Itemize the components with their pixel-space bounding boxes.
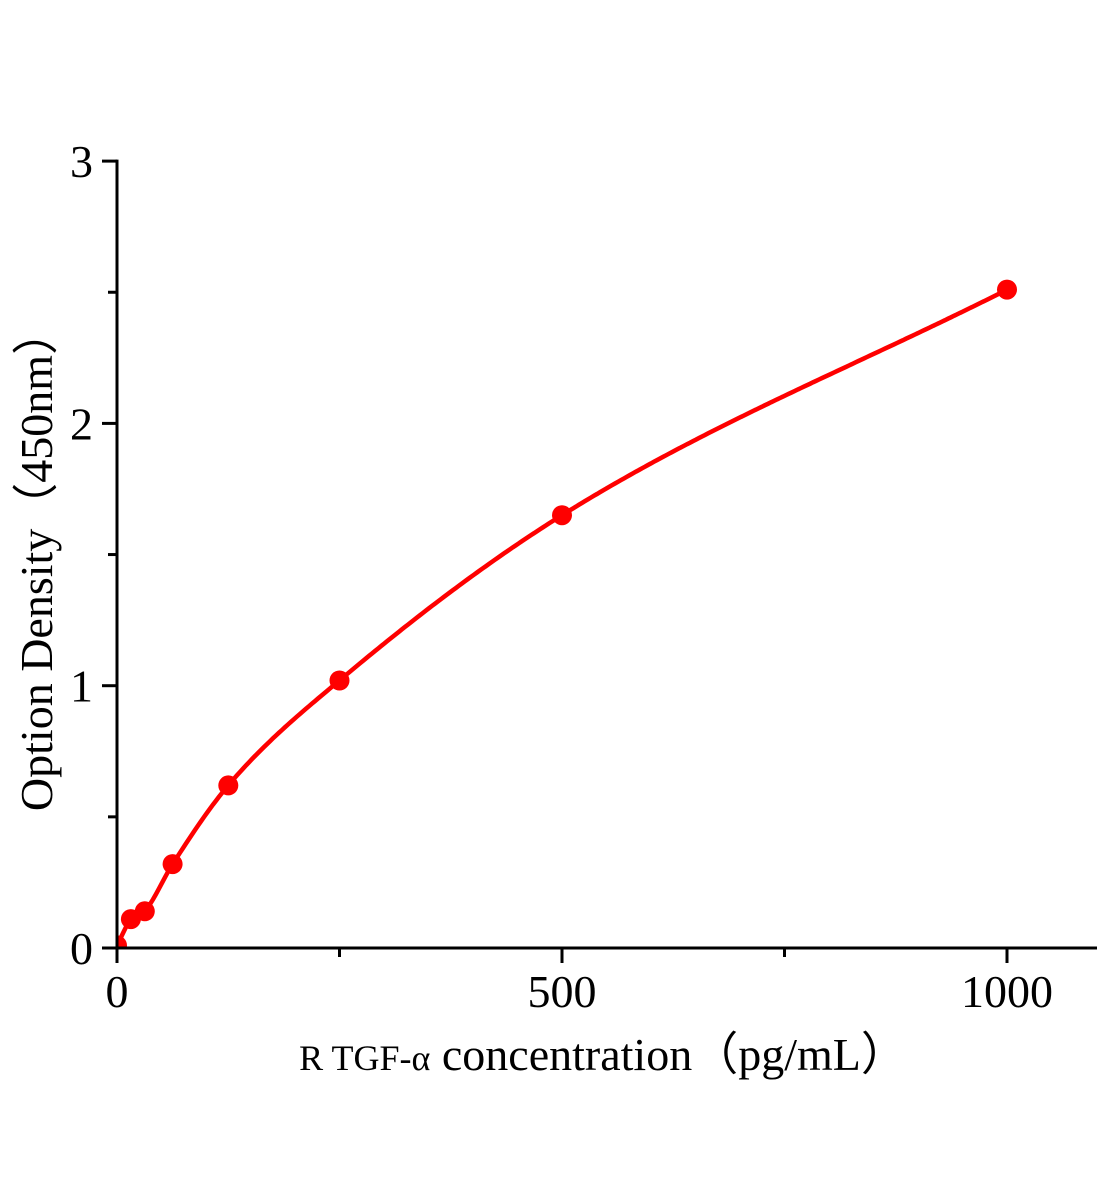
- curve-line: [118, 287, 1010, 948]
- x-tick-label: 0: [106, 966, 129, 1017]
- data-point: [329, 670, 350, 691]
- y-tick-label: 1: [70, 661, 93, 712]
- x-axis-title-main: concentration（pg/mL）: [441, 1029, 907, 1080]
- axes: [102, 159, 1097, 963]
- x-axis-title: R TGF-α concentration（pg/mL）: [299, 1032, 907, 1078]
- data-point: [134, 901, 155, 922]
- x-axis-title-prefix: R TGF-α: [299, 1038, 431, 1078]
- y-axis-title: Option Density（450nm）: [11, 308, 62, 812]
- y-axis-title-text: Option Density（450nm）: [11, 308, 62, 812]
- x-tick-label: 500: [528, 966, 597, 1017]
- y-tick-label: 2: [70, 398, 93, 449]
- data-point: [552, 505, 572, 526]
- data-layer: [118, 279, 1017, 948]
- data-point: [218, 775, 239, 796]
- data-point: [997, 279, 1017, 300]
- x-tick-label: 1000: [961, 966, 1053, 1017]
- tick-labels: 0 500 1000 0 1 2 3: [70, 136, 1053, 1017]
- data-point: [162, 854, 183, 875]
- data-point: [118, 935, 127, 948]
- y-tick-label: 3: [70, 136, 93, 187]
- y-tick-label: 0: [70, 923, 93, 974]
